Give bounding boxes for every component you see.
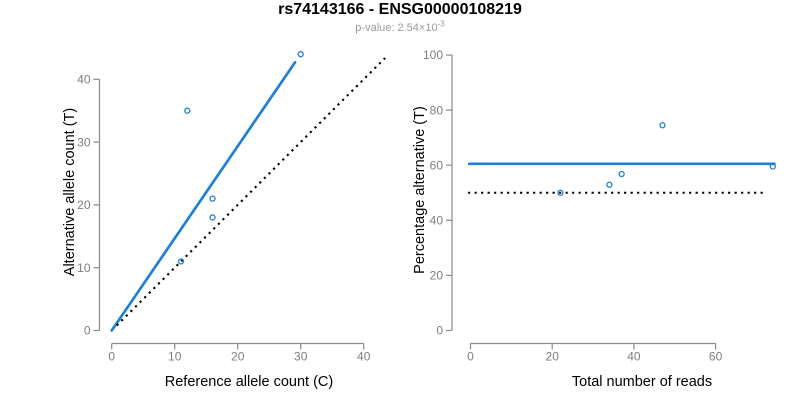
data-point [659,122,666,129]
data-point [209,214,216,221]
y-tick-label: 0 [84,324,91,338]
x-tick-label: 30 [294,350,308,364]
data-point [184,107,191,114]
y-tick-label: 80 [430,103,444,117]
x-tick-label: 0 [467,350,474,364]
y-tick-label: 30 [77,135,91,149]
data-point [606,181,613,188]
fit-line [110,60,297,332]
x-tick-label: 20 [546,350,560,364]
data-point [209,195,216,202]
p-value-text: p-value: 2.54×10 [355,22,438,34]
p-value-subtitle: p-value: 2.54×10-3 [0,19,800,34]
data-point [297,51,304,58]
data-point [618,170,625,178]
y-tick-label: 60 [430,158,444,172]
data-point [557,189,564,196]
figure-title: rs74143166 - ENSG00000108219 [278,1,522,18]
y-axis-title: Alternative allele count (T) [62,108,78,276]
x-tick-label: 20 [231,350,245,364]
y-tick-label: 20 [430,269,444,283]
y-tick-label: 0 [436,324,443,338]
y-tick-label: 100 [423,48,443,62]
x-tick-label: 10 [168,350,182,364]
x-tick-label: 40 [627,350,641,364]
y-tick-label: 40 [77,73,91,87]
y-tick-label: 20 [77,198,91,212]
x-axis-title: Reference allele count (C) [165,374,333,390]
y-axis-title: Percentage alternative (T) [412,106,428,274]
x-tick-label: 40 [357,350,371,364]
p-value-exponent: -3 [437,19,445,29]
x-tick-label: 60 [709,350,723,364]
y-tick-label: 40 [430,214,444,228]
y-tick-label: 10 [77,261,91,275]
percentage-alternative-plot: 0 20 40 60 0 20 40 60 80 100 Total number of reads… [412,48,776,390]
allele-counts-plot: 0 10 20 30 40 0 10 20 30 40 Reference allele count… [62,51,386,390]
data-point [177,258,185,265]
x-tick-label: 0 [108,350,115,364]
x-axis-title: Total number of reads [572,374,712,390]
identity-line [115,57,386,327]
data-point [769,163,776,170]
